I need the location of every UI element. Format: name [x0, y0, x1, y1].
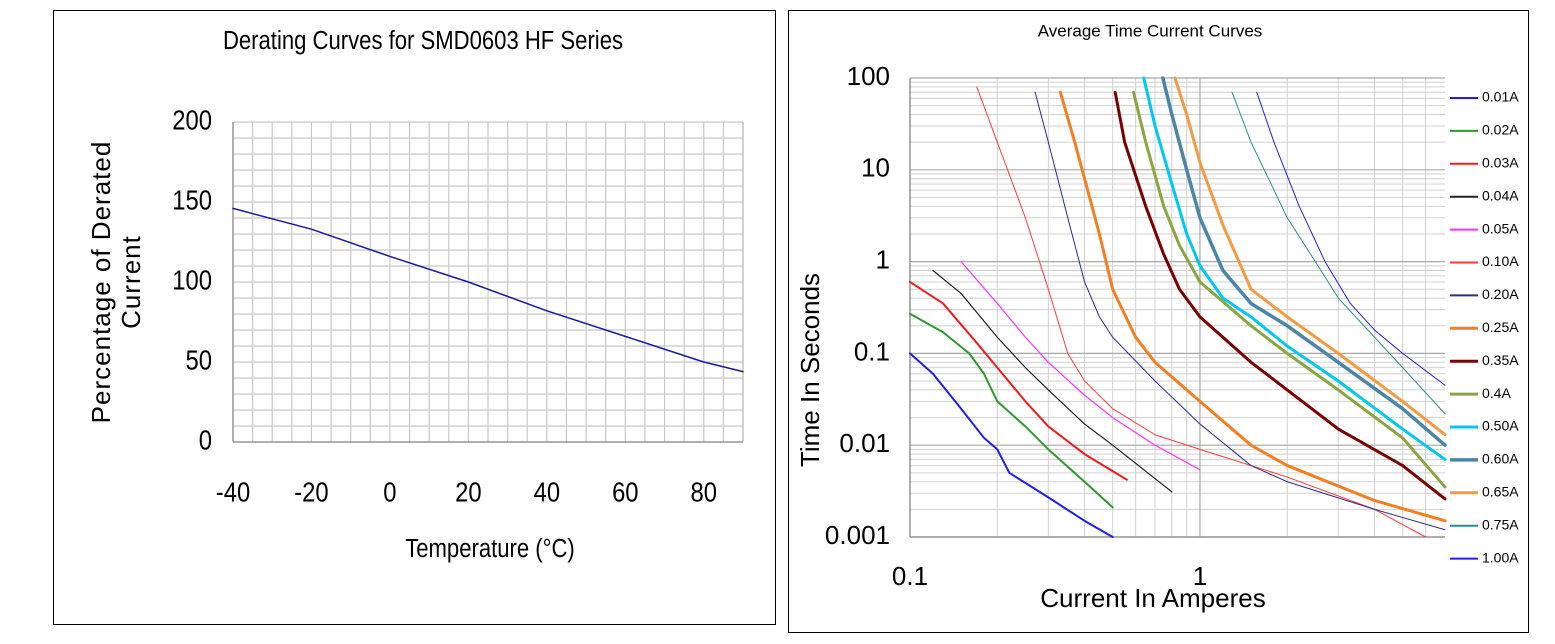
- y-tick-label: 100: [172, 264, 212, 296]
- data-line: [976, 86, 1427, 538]
- x-tick-label: 1: [1193, 561, 1207, 591]
- data-line: [909, 352, 1114, 538]
- legend-label: 0.04A: [1482, 187, 1519, 203]
- legend-label: 0.75A: [1482, 516, 1519, 532]
- data-line: [1256, 91, 1446, 386]
- legend-label: 0.02A: [1482, 122, 1519, 138]
- data-line: [1231, 91, 1446, 415]
- legend-label: 0.4A: [1482, 385, 1511, 401]
- legend-label: 0.50A: [1482, 418, 1519, 434]
- right-panel: [788, 10, 1529, 633]
- legend-label: 1.00A: [1482, 549, 1519, 565]
- legend-label: 0.05A: [1482, 220, 1519, 236]
- y-axis-title: Current: [116, 235, 146, 329]
- x-axis-title: Current In Amperes: [1040, 583, 1265, 613]
- data-line: [1113, 90, 1447, 501]
- y-tick-label: 0.01: [839, 428, 890, 458]
- y-tick-label: 0.1: [854, 336, 890, 366]
- legend-label: 0.60A: [1482, 451, 1519, 467]
- y-tick-label: 150: [172, 184, 212, 216]
- legend-label: 0.35A: [1482, 352, 1519, 368]
- y-tick-label: 200: [172, 104, 212, 136]
- data-line: [1173, 76, 1447, 437]
- x-tick-label: 0: [383, 476, 396, 508]
- legend-label: 0.01A: [1482, 89, 1519, 105]
- legend-label: 0.10A: [1482, 253, 1519, 269]
- x-tick-label: 60: [612, 476, 638, 508]
- legend-label: 0.20A: [1482, 286, 1519, 302]
- y-axis-title: Time In Seconds: [795, 273, 825, 467]
- y-tick-label: 50: [186, 344, 212, 376]
- data-line: [1034, 91, 1446, 531]
- y-tick-label: 0: [199, 424, 212, 456]
- y-tick-label: 100: [847, 61, 890, 91]
- left-panel: [53, 10, 776, 625]
- x-tick-label: -20: [294, 476, 328, 508]
- data-line: [909, 280, 1128, 481]
- data-line: [1132, 90, 1447, 489]
- legend-label: 0.03A: [1482, 155, 1519, 171]
- chart-title: Average Time Current Curves: [1038, 21, 1263, 40]
- x-tick-label: 20: [455, 476, 481, 508]
- x-tick-label: 0.1: [892, 561, 928, 591]
- data-line: [1142, 76, 1447, 461]
- data-line: [909, 312, 1114, 509]
- y-axis-title: Percentage of Derated: [86, 141, 116, 424]
- data-line: [932, 269, 1173, 493]
- x-tick-label: 80: [691, 476, 717, 508]
- x-axis-title: Temperature (°C): [405, 534, 575, 563]
- chart-title: Derating Curves for SMD0603 HF Series: [223, 26, 623, 55]
- data-line: [1161, 76, 1447, 447]
- data-line: [960, 261, 1201, 471]
- y-tick-label: 0.001: [825, 520, 890, 550]
- y-tick-label: 10: [861, 153, 890, 183]
- data-line: [1058, 90, 1447, 523]
- x-tick-label: 40: [534, 476, 560, 508]
- legend-label: 0.65A: [1482, 484, 1519, 500]
- legend-label: 0.25A: [1482, 319, 1519, 335]
- data-line: [232, 207, 744, 373]
- y-tick-label: 1: [876, 244, 890, 274]
- legend-bg: [1448, 118, 1526, 143]
- x-tick-label: -40: [216, 476, 250, 508]
